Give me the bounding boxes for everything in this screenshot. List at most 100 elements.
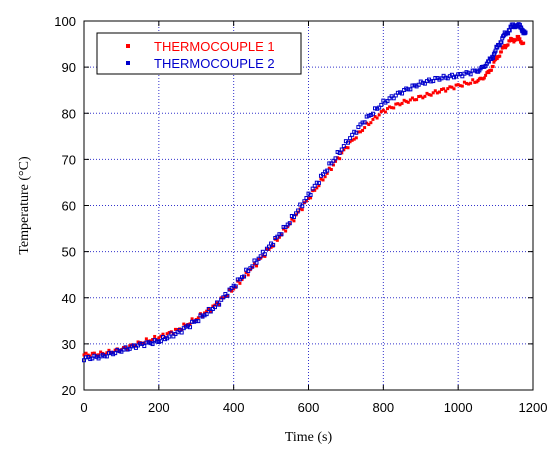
data-point [144, 340, 149, 345]
data-point [444, 89, 448, 93]
data-point [126, 347, 130, 351]
data-point [263, 254, 267, 258]
data-point [503, 43, 507, 47]
data-point [188, 322, 192, 326]
data-point [269, 245, 273, 249]
data-point [315, 186, 319, 190]
data-point [221, 296, 225, 300]
data-point [257, 257, 261, 261]
data-point [105, 351, 109, 355]
legend-swatch-thermocouple-2 [126, 61, 130, 65]
data-point [277, 232, 282, 237]
data-point [329, 167, 333, 171]
data-point [300, 204, 305, 209]
data-point [443, 75, 448, 80]
data-point [157, 336, 161, 340]
data-point [109, 351, 113, 355]
data-point [267, 244, 272, 249]
data-point [336, 156, 340, 160]
data-point [86, 353, 90, 357]
data-point [156, 340, 161, 345]
data-point [321, 172, 326, 177]
data-point [385, 107, 389, 111]
data-point [175, 330, 180, 335]
data-point [339, 147, 344, 152]
data-point [476, 79, 480, 83]
data-point [165, 332, 169, 336]
data-point [192, 319, 197, 324]
data-point [277, 235, 281, 239]
data-point [82, 358, 86, 363]
data-point [153, 334, 157, 338]
data-point [97, 353, 101, 357]
data-point [262, 252, 267, 257]
data-point [346, 146, 350, 150]
series-2 [82, 22, 528, 363]
data-point [327, 166, 331, 170]
data-point [408, 98, 412, 102]
data-point [149, 339, 153, 343]
y-tick-label: 100 [54, 14, 76, 29]
data-point [179, 330, 184, 335]
data-point [125, 347, 130, 352]
data-point [410, 96, 414, 100]
data-point [282, 227, 286, 231]
data-point [302, 199, 307, 204]
x-tick-label: 1200 [519, 400, 547, 415]
data-point [159, 334, 163, 338]
data-point [142, 344, 147, 349]
data-point [176, 328, 180, 332]
data-point [316, 181, 321, 186]
data-point [364, 114, 369, 119]
data-point [173, 327, 177, 331]
data-point [207, 306, 211, 310]
data-point [491, 64, 495, 68]
data-point [296, 208, 301, 213]
data-point [140, 341, 144, 345]
data-point [310, 186, 315, 191]
data-point [464, 70, 469, 75]
data-point [323, 175, 327, 179]
data-point [88, 354, 92, 358]
data-point [104, 354, 109, 359]
data-point [113, 351, 118, 356]
data-point [237, 277, 242, 282]
data-point [291, 215, 296, 220]
data-point [415, 98, 419, 102]
data-point [429, 93, 433, 97]
data-point [337, 150, 342, 155]
data-point [171, 332, 175, 336]
data-point [509, 37, 513, 41]
data-point [388, 105, 392, 109]
data-point [84, 355, 89, 360]
data-points [82, 22, 528, 363]
data-point [427, 93, 431, 97]
data-point [321, 178, 325, 182]
data-point [452, 75, 457, 80]
data-point [229, 286, 234, 291]
data-point [433, 75, 438, 80]
data-point [213, 303, 217, 307]
data-point [491, 55, 496, 60]
data-point [292, 219, 296, 223]
data-point [204, 312, 209, 317]
data-point [356, 130, 360, 134]
data-point [212, 305, 217, 310]
data-point [90, 351, 94, 355]
data-point [498, 54, 502, 58]
x-tick-label: 1000 [444, 400, 473, 415]
legend-box [96, 32, 302, 75]
data-point [341, 144, 346, 149]
data-point [369, 121, 373, 125]
data-point [232, 287, 236, 291]
data-point [106, 351, 111, 356]
data-point [286, 225, 290, 229]
data-point [169, 331, 174, 336]
data-point [121, 346, 125, 350]
data-point [215, 301, 219, 305]
data-point [433, 89, 437, 93]
data-point [517, 34, 521, 38]
data-point [313, 188, 317, 192]
data-point [471, 78, 475, 82]
data-point [437, 90, 441, 94]
